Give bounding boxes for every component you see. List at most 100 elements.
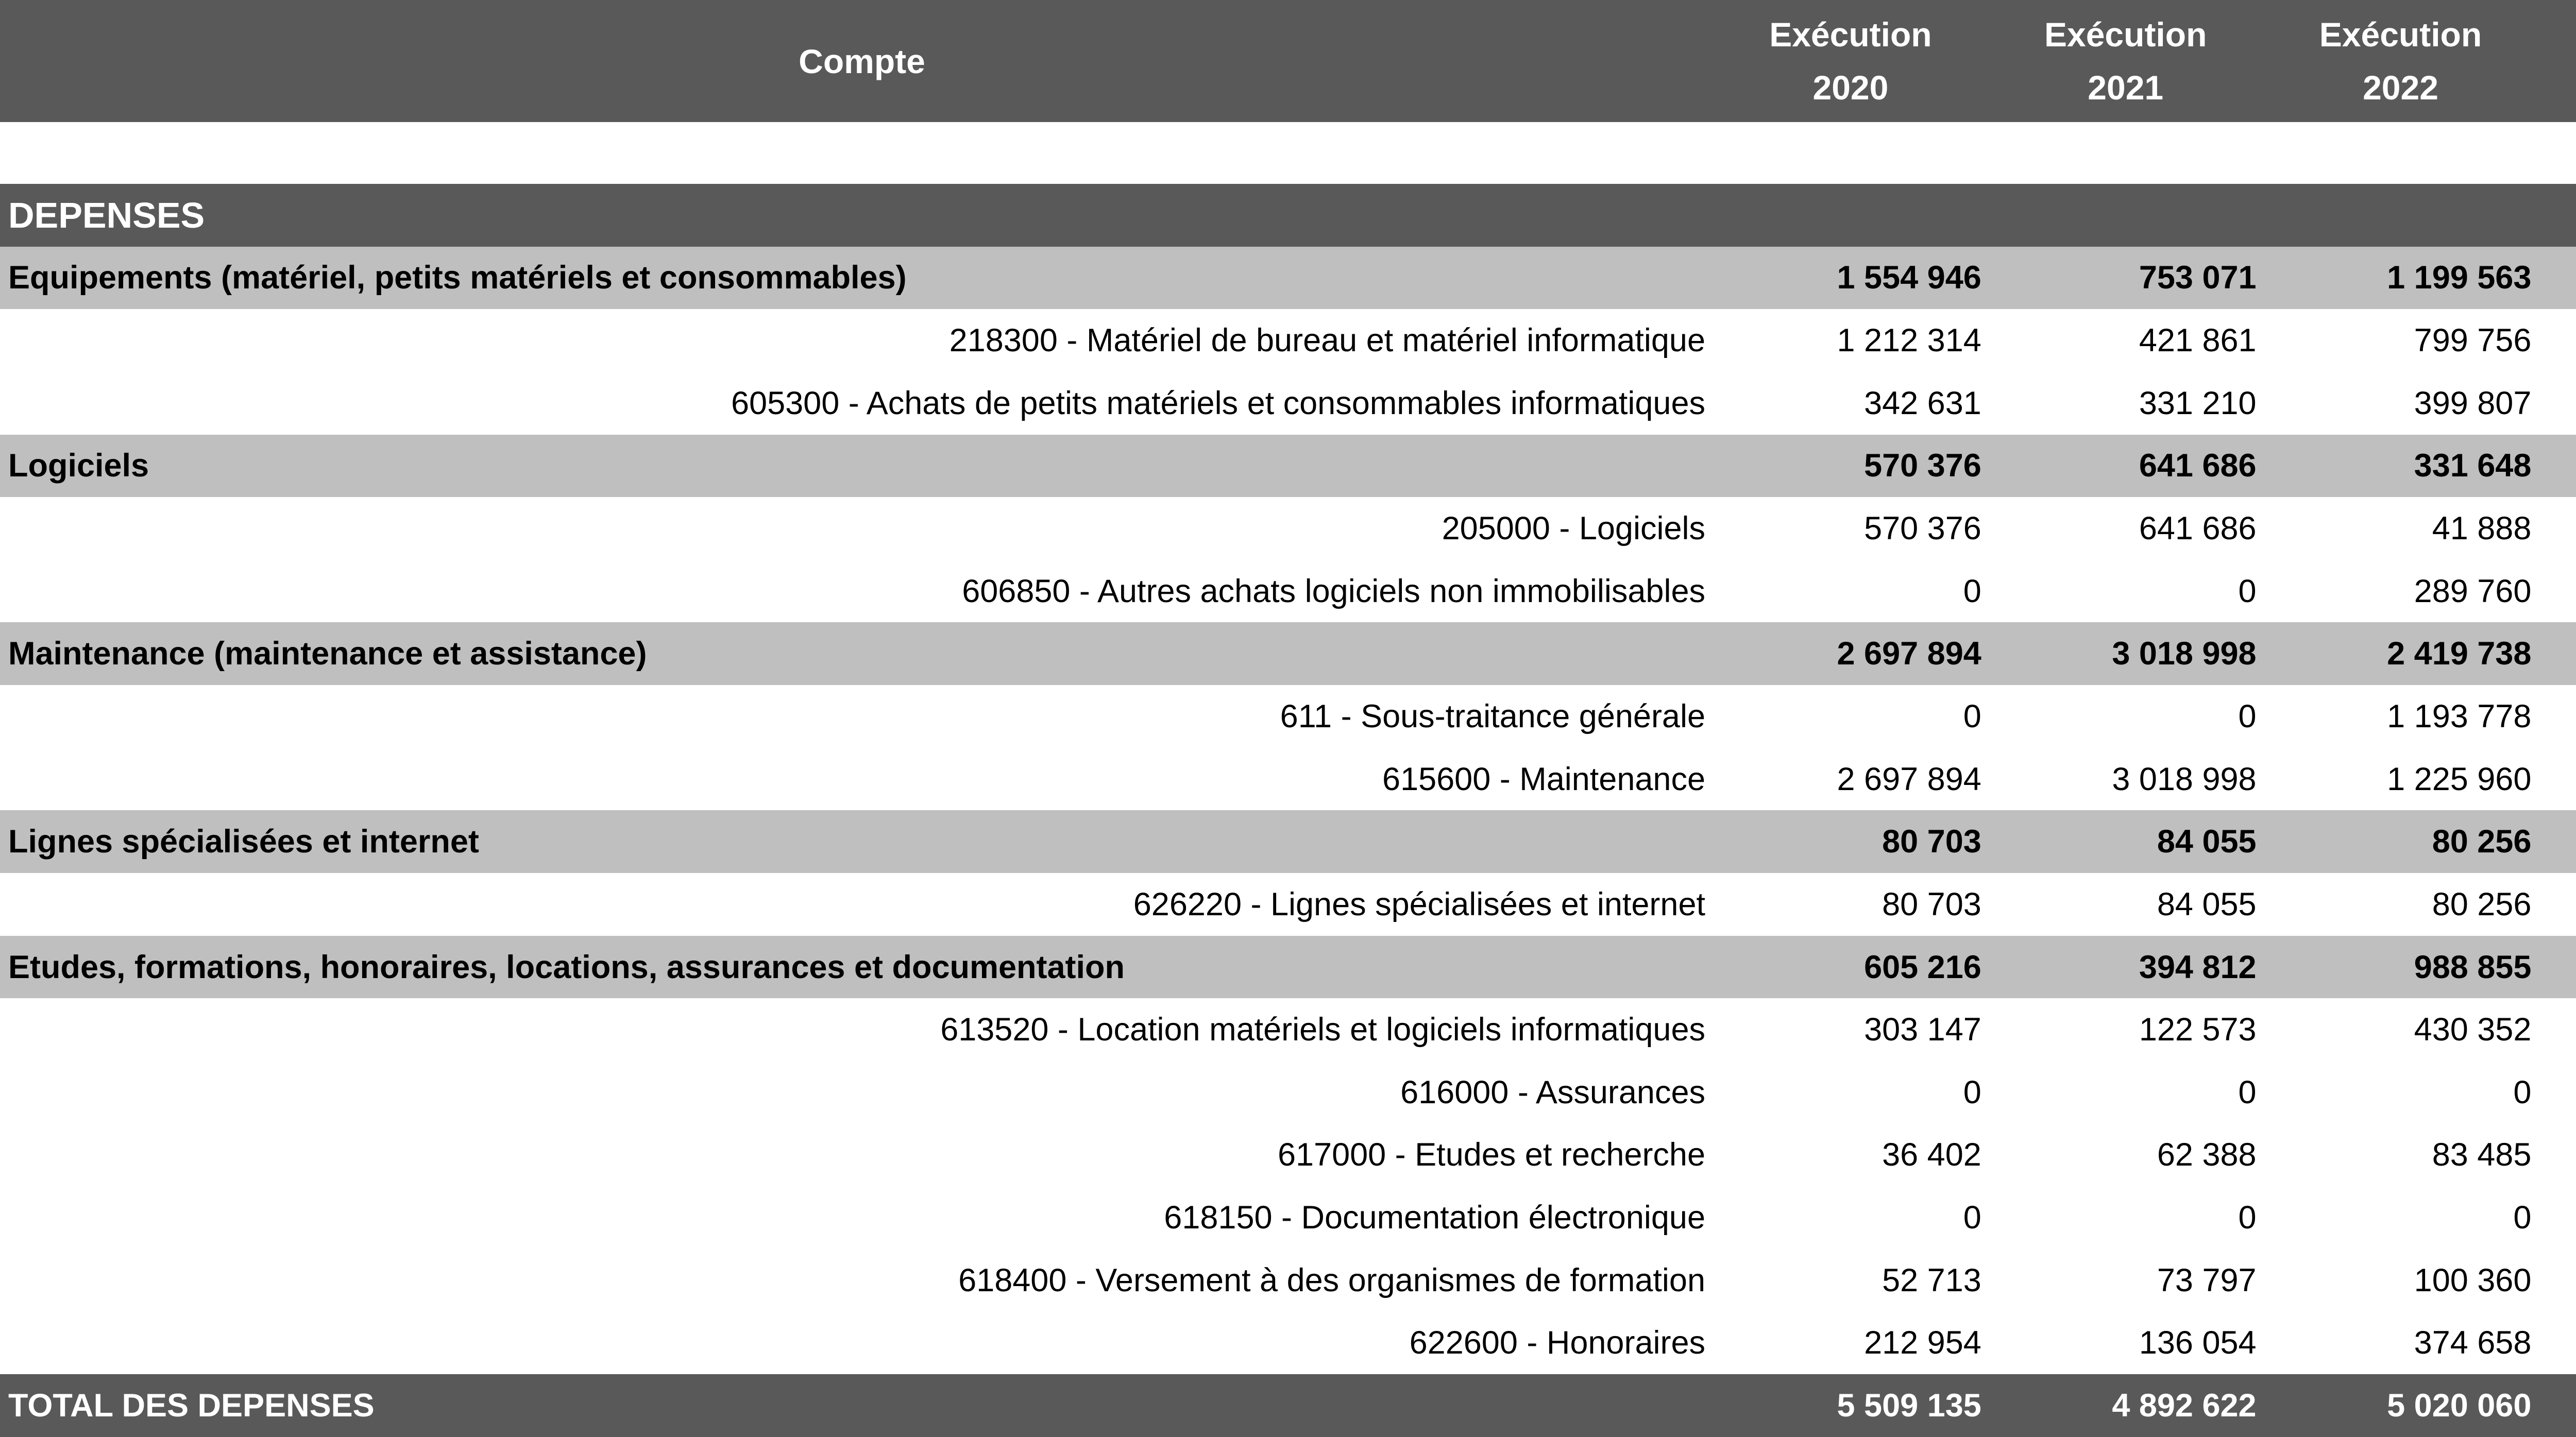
value-cell: 394 812	[2139, 949, 2257, 985]
value-cell: 52 713	[1882, 1262, 1981, 1298]
value-cell: 80 256	[2432, 824, 2532, 860]
value-cell: 0	[2540, 1199, 2576, 1236]
row-label: 618400 - Versement à des organismes de f…	[958, 1262, 1705, 1298]
row-label: 622600 - Honoraires	[1409, 1325, 1705, 1361]
value-cell: 2 234 346	[2540, 761, 2576, 798]
value-cell: 36 402	[1882, 1137, 1981, 1173]
column-header-year: 2021	[2088, 68, 2164, 107]
value-cell: 753 071	[2139, 260, 2257, 296]
value-cell: 0	[1963, 573, 1981, 609]
value-cell: 103 305	[2540, 1136, 2576, 1173]
value-cell: 399 807	[2414, 385, 2532, 421]
column-header-line1: Exécution	[2540, 8, 2576, 61]
value-cell: 342 631	[1864, 385, 1981, 421]
value-cell: 570 376	[1864, 510, 1981, 547]
value-cell: 136 054	[2139, 1325, 2257, 1361]
value-cell: 0	[2238, 1200, 2257, 1236]
row-label: TOTAL DES DEPENSES	[8, 1387, 375, 1424]
value-cell: 212 954	[1864, 1325, 1981, 1361]
value-cell: 55 267	[2540, 823, 2576, 860]
value-cell: 331 648	[2414, 448, 2532, 484]
row-label: Logiciels	[8, 448, 149, 484]
value-cell: 193 444	[2540, 385, 2576, 422]
value-cell: 84 055	[2157, 886, 2257, 922]
category-row: Maintenance (maintenance et assistance) 2…	[0, 622, 2576, 686]
detail-row: 606850 - Autres achats logiciels non imm…	[0, 559, 2576, 623]
value-cell: 453 241	[2540, 259, 2576, 296]
column-header-execution-2021: Exécution 2021	[1991, 8, 2266, 114]
row-label: 218300 - Matériel de bureau et matériel …	[949, 322, 1705, 359]
row-label: 611 - Sous-traitance générale	[1280, 698, 1705, 734]
value-cell: 131 899	[2540, 1262, 2576, 1299]
value-cell: 1 003 628	[2540, 949, 2576, 986]
detail-row: 622600 - Honoraires 212 954 136 054 374 658…	[0, 1311, 2576, 1375]
table-body: DEPENSES Equipements (matériel, petits ma…	[0, 184, 2576, 1437]
value-cell: 5 971 915	[2540, 1387, 2576, 1424]
value-cell: 3 018 998	[2112, 636, 2257, 672]
row-label: Maintenance (maintenance et assistance)	[8, 636, 647, 672]
value-cell: 5 020 060	[2387, 1387, 2532, 1424]
row-label: Etudes, formations, honoraires, location…	[8, 949, 1125, 985]
row-label: 205000 - Logiciels	[1442, 510, 1705, 547]
value-cell: 41 888	[2432, 510, 2532, 547]
value-cell: 570 376	[1864, 448, 1981, 484]
value-cell: 3 485 648	[2540, 635, 2576, 672]
category-row: Lignes spécialisées et internet 80 703 84 …	[0, 810, 2576, 874]
row-label: 626220 - Lignes spécialisées et internet	[1133, 886, 1705, 922]
total-row: TOTAL DES DEPENSES 5 509 135 4 892 622 5 02…	[0, 1374, 2576, 1437]
value-cell: 641 686	[2139, 510, 2257, 547]
value-cell: 430 352	[2414, 1012, 2532, 1048]
detail-row: 626220 - Lignes spécialisées et internet…	[0, 873, 2576, 936]
value-cell: 2 697 894	[1837, 636, 1981, 672]
value-cell: 0	[2513, 1074, 2532, 1110]
value-cell: 80 703	[1882, 886, 1981, 922]
detail-row: 611 - Sous-traitance générale 0 0 1 193 778…	[0, 685, 2576, 748]
value-cell: 73 797	[2157, 1262, 2257, 1298]
value-cell: 435 289	[2540, 1011, 2576, 1048]
value-cell: 1 225 960	[2387, 761, 2532, 797]
value-cell: 1 212 314	[1837, 322, 1981, 359]
value-cell: 100 360	[2414, 1262, 2532, 1298]
row-label: Equipements (matériel, petits matériels …	[8, 260, 907, 296]
value-cell: 83 485	[2432, 1137, 2532, 1173]
value-cell: 374 658	[2414, 1325, 2532, 1361]
value-cell: 0	[2540, 1074, 2576, 1111]
value-cell: 0	[1963, 1074, 1981, 1110]
value-cell: 799 756	[2414, 322, 2532, 359]
row-label: Lignes spécialisées et internet	[8, 824, 479, 860]
detail-row: 615600 - Maintenance 2 697 894 3 018 998 1 …	[0, 747, 2576, 811]
column-header-line1: Exécution	[2044, 15, 2207, 54]
row-label: 605300 - Achats de petits matériels et c…	[731, 385, 1705, 421]
value-cell: 2 419 738	[2387, 636, 2532, 672]
value-cell: 84 055	[2157, 824, 2257, 860]
detail-row: 618400 - Versement à des organismes de f…	[0, 1248, 2576, 1312]
category-row: Equipements (matériel, petits matériels …	[0, 246, 2576, 310]
column-header-line1: Exécution	[2319, 15, 2482, 54]
detail-row: 205000 - Logiciels 570 376 641 686 41 88883…	[0, 497, 2576, 560]
value-cell: 974 131	[2540, 447, 2576, 484]
row-label: DEPENSES	[8, 195, 205, 235]
value-cell: 4 892 622	[2112, 1387, 2257, 1424]
value-cell: 2 697 894	[1837, 761, 1981, 797]
value-cell: 0	[2238, 1074, 2257, 1110]
value-cell: 0	[1963, 1200, 1981, 1236]
value-cell: 55 267	[2540, 886, 2576, 923]
value-cell: 988 855	[2414, 949, 2532, 985]
value-cell: 1 554 946	[1837, 260, 1981, 296]
value-cell: 421 861	[2139, 322, 2257, 359]
row-label: 618150 - Documentation électronique	[1164, 1200, 1705, 1236]
value-cell: 122 573	[2139, 1012, 2257, 1048]
column-header-compte: Compte	[799, 42, 925, 80]
value-cell: 134 785	[2540, 573, 2576, 610]
row-label: 606850 - Autres achats logiciels non imm…	[962, 573, 1705, 609]
value-cell: 3 018 998	[2112, 761, 2257, 797]
detail-row: 218300 - Matériel de bureau et matériel …	[0, 309, 2576, 372]
value-cell: 259 797	[2540, 322, 2576, 359]
value-cell: 839 346	[2540, 510, 2576, 547]
detail-row: 616000 - Assurances00000	[0, 1060, 2576, 1124]
value-cell: 0	[2238, 573, 2257, 609]
detail-row: 613520 - Location matériels et logiciels…	[0, 998, 2576, 1061]
value-cell: 1 199 563	[2387, 260, 2532, 296]
